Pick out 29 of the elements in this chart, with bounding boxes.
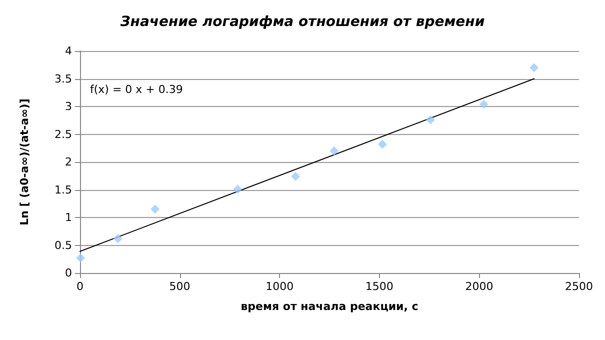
point	[113, 234, 122, 244]
y-tick-label: 4	[65, 44, 72, 58]
x-tick-label: 1500	[365, 280, 394, 293]
y-tick-label: 0	[65, 266, 72, 280]
x-tick-label: 500	[169, 280, 190, 293]
x-tick-label: 2500	[565, 280, 593, 293]
y-axis-title: Ln [ (a0-a∞)/(at-a∞)]	[18, 98, 31, 226]
point	[378, 140, 387, 149]
y-tick-label: 1.5	[54, 183, 72, 196]
y-tick-label: 2.5	[54, 128, 72, 141]
point	[530, 63, 539, 72]
y-tick-label: 3	[65, 100, 72, 113]
y-tick-label: 1	[65, 211, 72, 224]
x-tick-label: 0	[76, 280, 84, 293]
point	[426, 115, 435, 124]
x-axis-title: время от начала реакции, с	[240, 300, 418, 313]
point	[330, 146, 339, 156]
point	[479, 100, 488, 109]
x-tick-label: 2000	[465, 280, 494, 293]
chart-title: Значение логарифма отношения от времени	[120, 14, 485, 30]
point	[76, 254, 86, 263]
y-tick-label: 0.5	[54, 238, 72, 252]
point	[150, 204, 160, 214]
point	[233, 184, 242, 194]
annotation: f(x) = 0 x + 0.39	[90, 83, 183, 96]
x-tick-label: 1000	[266, 280, 294, 293]
point	[291, 172, 300, 181]
y-tick-label: 2	[65, 156, 72, 168]
y-tick-label: 3.5	[54, 72, 72, 86]
